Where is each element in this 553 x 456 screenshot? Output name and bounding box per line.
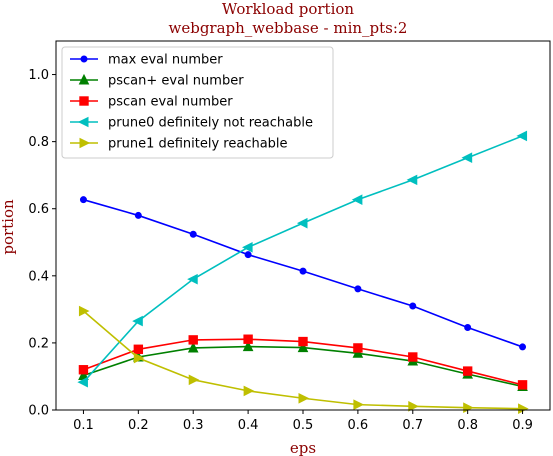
- legend-label: prune1 definitely reachable: [108, 137, 288, 152]
- series-layer: [77, 130, 529, 414]
- legend-marker: [80, 55, 88, 63]
- x-tick-label: 0.8: [457, 418, 478, 433]
- data-point: [187, 341, 199, 353]
- data-point: [353, 399, 365, 410]
- y-tick-label: 0.6: [28, 202, 49, 217]
- data-point: [243, 385, 255, 397]
- legend: max eval number pscan+ eval number pscan e…: [61, 46, 334, 159]
- data-point: [519, 343, 527, 351]
- data-point: [134, 211, 142, 219]
- data-point: [298, 392, 310, 404]
- legend-label: prune0 definitely not reachable: [108, 116, 313, 131]
- y-axis-label: portion: [0, 199, 17, 255]
- x-tick-label: 0.9: [512, 418, 533, 433]
- legend-marker: [79, 137, 91, 149]
- y-tick-label: 0.0: [28, 404, 49, 419]
- data-point: [406, 174, 418, 186]
- x-axis-label: eps: [290, 439, 316, 456]
- x-tick-label: 0.6: [348, 418, 369, 433]
- x-tick-label: 0.1: [73, 418, 94, 433]
- x-tick-label: 0.3: [183, 418, 204, 433]
- x-tick-label: 0.4: [238, 418, 259, 433]
- legend-label: pscan eval number: [108, 95, 233, 110]
- legend-entry: prune0 definitely not reachable: [70, 116, 313, 131]
- data-point: [461, 152, 473, 164]
- chart-subtitle: webgraph_webbase - min_pts:2: [169, 19, 408, 37]
- data-point: [132, 315, 143, 327]
- series-5: [78, 305, 529, 414]
- data-point: [517, 380, 528, 390]
- x-tick-label: 0.2: [128, 418, 149, 433]
- legend-box: [61, 46, 334, 159]
- legend-entry: max eval number: [70, 53, 223, 68]
- data-point: [133, 344, 144, 354]
- data-point: [189, 230, 197, 238]
- legend-label: pscan+ eval number: [108, 74, 244, 89]
- data-point: [133, 352, 145, 364]
- legend-entry: pscan+ eval number: [70, 74, 244, 89]
- data-point: [354, 285, 362, 293]
- series-2: [78, 340, 528, 392]
- chart-title: Workload portion: [222, 0, 354, 18]
- legend-marker: [78, 73, 90, 85]
- series-1: [79, 196, 527, 351]
- data-point: [78, 305, 90, 317]
- data-point: [462, 366, 473, 376]
- x-tick-label: 0.5: [293, 418, 314, 433]
- data-point: [353, 343, 363, 353]
- data-point: [464, 323, 472, 331]
- data-point: [188, 374, 200, 386]
- data-point: [244, 251, 252, 259]
- data-point: [408, 352, 418, 362]
- data-point: [77, 376, 88, 388]
- legend-label: max eval number: [108, 53, 223, 68]
- series-3: [78, 334, 528, 390]
- data-point: [516, 130, 528, 142]
- data-point: [298, 336, 308, 347]
- data-point: [409, 302, 417, 310]
- data-point: [79, 196, 87, 204]
- legend-entry: pscan eval number: [70, 95, 233, 110]
- x-tick-label: 0.7: [402, 418, 423, 433]
- data-point: [242, 340, 254, 352]
- data-point: [187, 273, 198, 285]
- data-point: [351, 194, 363, 205]
- legend-marker: [79, 96, 89, 106]
- data-point: [408, 401, 419, 412]
- data-point: [296, 217, 308, 229]
- data-point: [299, 267, 307, 275]
- data-point: [297, 341, 309, 353]
- series-4: [77, 130, 528, 388]
- y-tick-label: 0.2: [28, 336, 49, 351]
- data-point: [243, 334, 253, 344]
- axes: 0.1 0.2 0.3 0.4 0.5 0.6 0.7 0.8 0.9 0.0 0.2 0.4 0.6 0…: [28, 40, 551, 433]
- y-tick-label: 0.4: [28, 269, 49, 284]
- y-tick-label: 0.8: [28, 135, 49, 150]
- data-point: [188, 335, 198, 345]
- y-tick-label: 1.0: [28, 68, 49, 83]
- legend-marker: [77, 116, 89, 128]
- legend-entry: prune1 definitely reachable: [70, 137, 288, 152]
- data-point: [352, 347, 364, 358]
- data-point: [78, 365, 89, 375]
- data-point: [241, 241, 253, 253]
